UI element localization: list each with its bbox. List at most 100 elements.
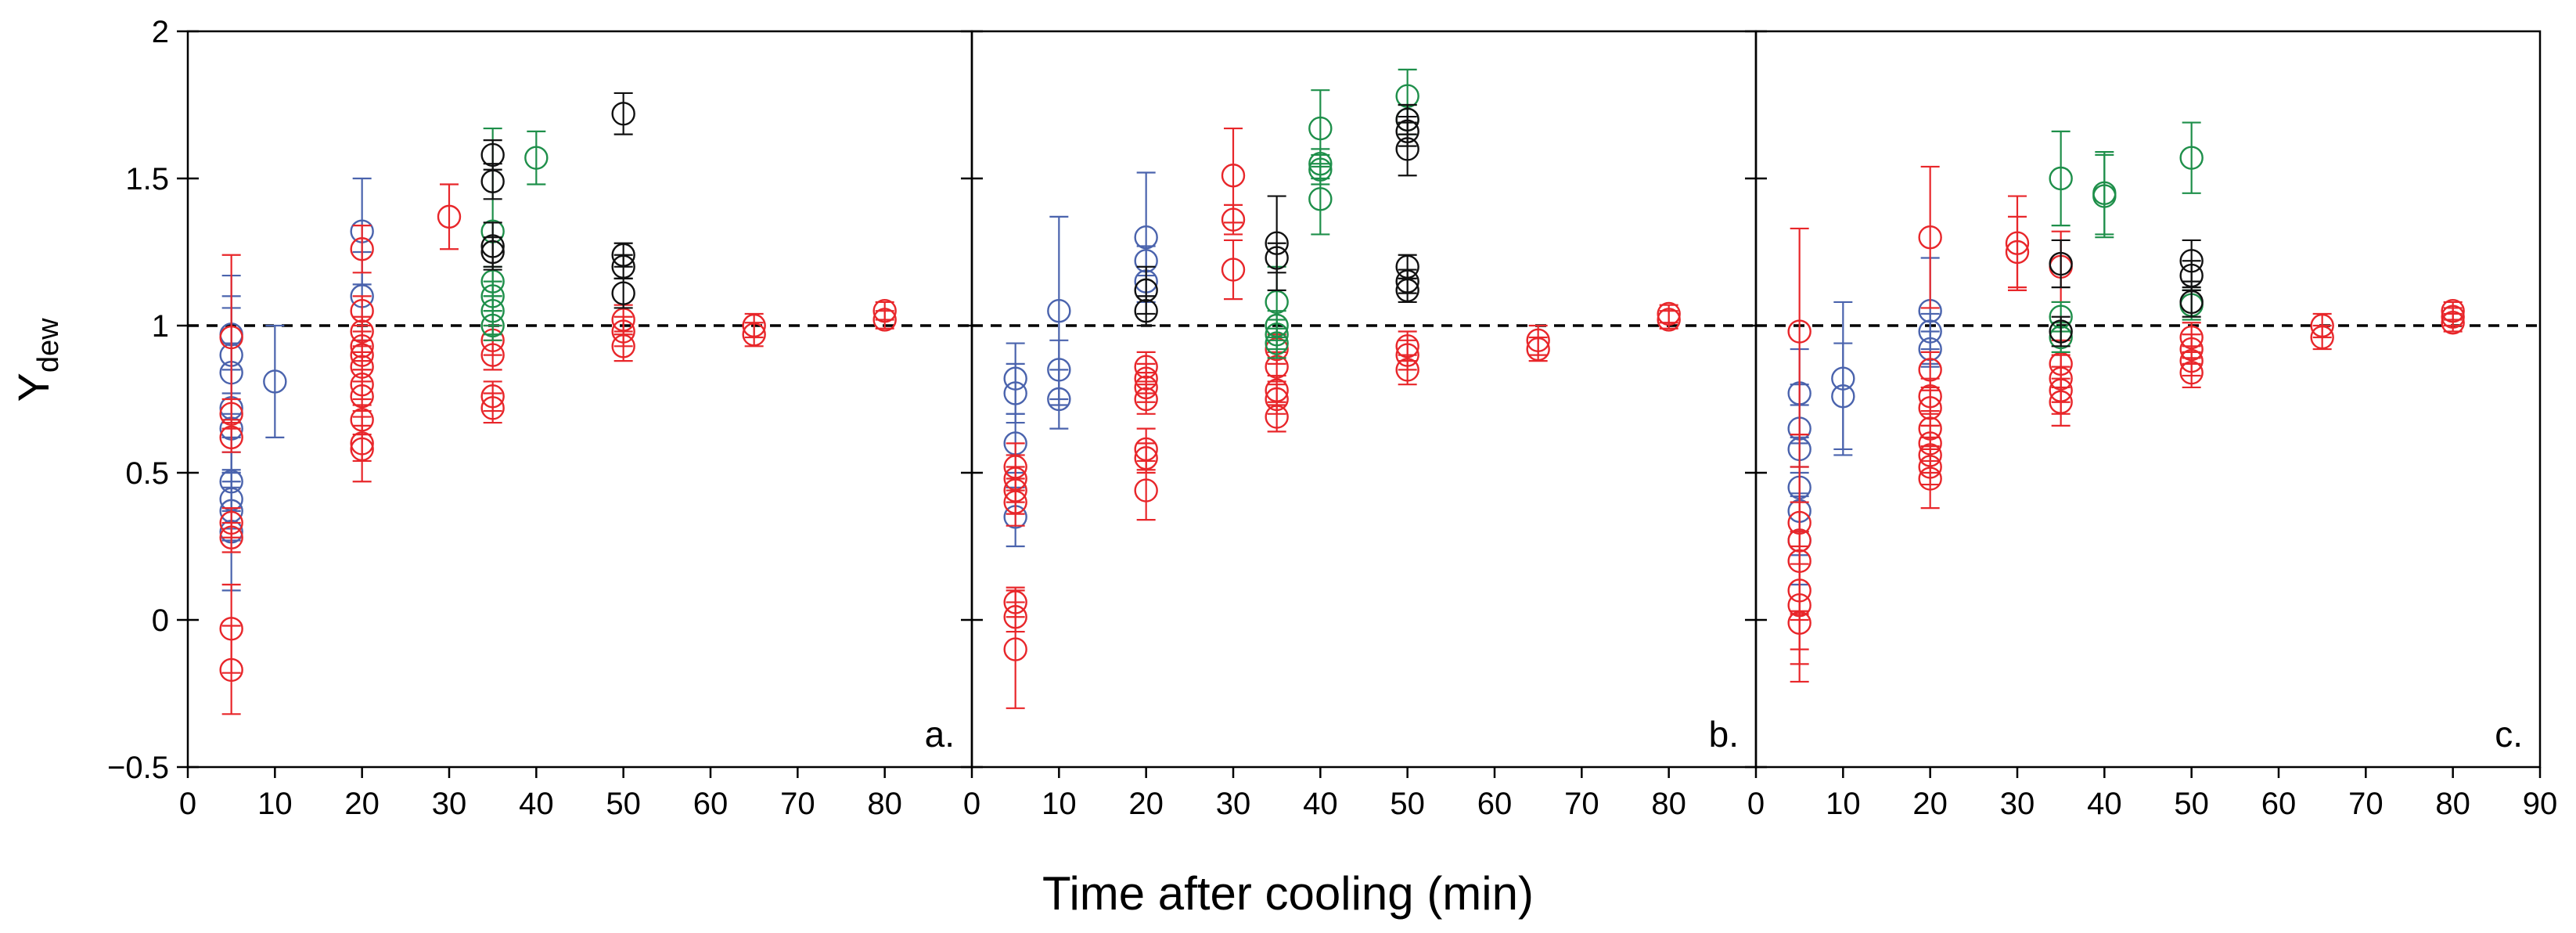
data-point xyxy=(1395,137,1419,161)
x-tick-label: 60 xyxy=(2261,787,2297,821)
x-tick-label: 10 xyxy=(1042,787,1077,821)
data-point xyxy=(1134,299,1158,323)
y-axis-label-main: Y xyxy=(9,373,58,402)
data-point xyxy=(480,240,505,265)
data-point xyxy=(2310,325,2334,350)
data-point xyxy=(872,308,897,332)
series-black xyxy=(1134,103,1419,327)
data-point xyxy=(611,334,635,358)
x-tick-label: 50 xyxy=(606,787,641,821)
x-tick-label: 10 xyxy=(257,787,293,821)
y-tick-label: 1 xyxy=(152,309,169,344)
data-point xyxy=(1221,207,1246,232)
data-point xyxy=(742,322,766,347)
panel-2: 0 10 20 30 40 50 60 70 80 b. xyxy=(961,30,1758,821)
data-point xyxy=(480,343,505,367)
series-black xyxy=(2049,239,2204,348)
y-tick-label: 0 xyxy=(152,603,169,638)
data-point xyxy=(437,204,462,229)
series-red xyxy=(1003,127,1681,709)
y-axis-label-sub: dew xyxy=(32,318,65,373)
data-point xyxy=(1221,258,1246,282)
x-tick-label: 40 xyxy=(1303,787,1338,821)
data-point xyxy=(2179,146,2204,170)
x-tick-label: 0 xyxy=(1747,787,1765,821)
series-blue xyxy=(219,177,374,592)
data-point xyxy=(2049,166,2073,191)
x-tick-label: 20 xyxy=(344,787,380,821)
data-point xyxy=(219,525,243,549)
data-point xyxy=(1003,637,1027,661)
y-tick-label: −0.5 xyxy=(107,751,169,785)
data-point xyxy=(1831,384,1855,409)
x-tick-label: 80 xyxy=(2435,787,2470,821)
x-tick-label: 70 xyxy=(2348,787,2384,821)
series-black xyxy=(480,92,635,309)
data-point xyxy=(219,425,243,450)
x-tick-label: 60 xyxy=(693,787,729,821)
series-blue xyxy=(1787,257,1942,585)
data-point xyxy=(1265,331,1289,355)
y-tick-label: 2 xyxy=(152,15,169,49)
x-tick-label: 30 xyxy=(432,787,467,821)
panel-label: c. xyxy=(2495,714,2523,755)
series-red xyxy=(1787,165,2465,683)
panel-1: 0 10 20 30 40 50 60 70 80 −0.5 0 0.5 1 1.5 2 a. xyxy=(107,15,973,821)
data-point xyxy=(1526,337,1550,362)
x-tick-label: 60 xyxy=(1477,787,1513,821)
data-point xyxy=(611,102,635,126)
data-point xyxy=(1308,116,1333,141)
data-point xyxy=(1918,225,1942,250)
x-axis-label: Time after cooling (min) xyxy=(1042,867,1534,920)
x-tick-label: 80 xyxy=(1651,787,1686,821)
data-point xyxy=(1047,299,1071,323)
x-tick-label: 40 xyxy=(2087,787,2122,821)
data-point xyxy=(1657,308,1681,332)
panel-3: 0 10 20 30 40 50 60 70 80 90c. xyxy=(1745,30,2558,821)
x-tick-label: 90 xyxy=(2523,787,2558,821)
data-point xyxy=(1221,164,1246,188)
series-blue xyxy=(1003,171,1158,548)
data-point xyxy=(1134,387,1158,412)
y-tick-label: 1.5 xyxy=(125,162,169,196)
data-point xyxy=(1787,611,1811,635)
data-point xyxy=(2179,360,2204,385)
data-point xyxy=(2049,390,2073,414)
data-point xyxy=(219,325,243,350)
data-point xyxy=(1265,405,1289,429)
data-point xyxy=(2005,240,2030,265)
data-point xyxy=(611,281,635,305)
panel-frame xyxy=(1754,30,2542,769)
data-point xyxy=(524,146,549,170)
panel-frame xyxy=(186,30,973,769)
series-red xyxy=(219,183,897,715)
x-tick-label: 50 xyxy=(2174,787,2209,821)
data-point xyxy=(2092,184,2117,208)
data-point xyxy=(263,369,287,394)
x-tick-label: 10 xyxy=(1826,787,1861,821)
data-point xyxy=(219,657,243,683)
data-point xyxy=(480,313,505,338)
data-point xyxy=(1265,246,1289,270)
x-tick-label: 0 xyxy=(963,787,980,821)
data-point xyxy=(1308,187,1333,211)
y-tick-label: 0.5 xyxy=(125,456,169,491)
panel-label: a. xyxy=(925,714,955,755)
svg-text:Ydew: Ydew xyxy=(9,318,65,402)
x-tick-label: 70 xyxy=(780,787,815,821)
data-point xyxy=(1003,490,1027,514)
data-point xyxy=(2049,251,2073,276)
x-tick-label: 30 xyxy=(1216,787,1251,821)
x-tick-label: 0 xyxy=(179,787,196,821)
series-green xyxy=(2049,121,2204,353)
x-tick-label: 70 xyxy=(1564,787,1599,821)
data-point xyxy=(350,437,374,462)
data-point xyxy=(1047,387,1071,412)
x-tick-label: 30 xyxy=(2000,787,2035,821)
panel-frame xyxy=(970,30,1758,769)
data-point xyxy=(2441,311,2465,335)
x-tick-label: 80 xyxy=(867,787,902,821)
data-point xyxy=(1134,478,1158,503)
data-point xyxy=(2049,319,2073,344)
